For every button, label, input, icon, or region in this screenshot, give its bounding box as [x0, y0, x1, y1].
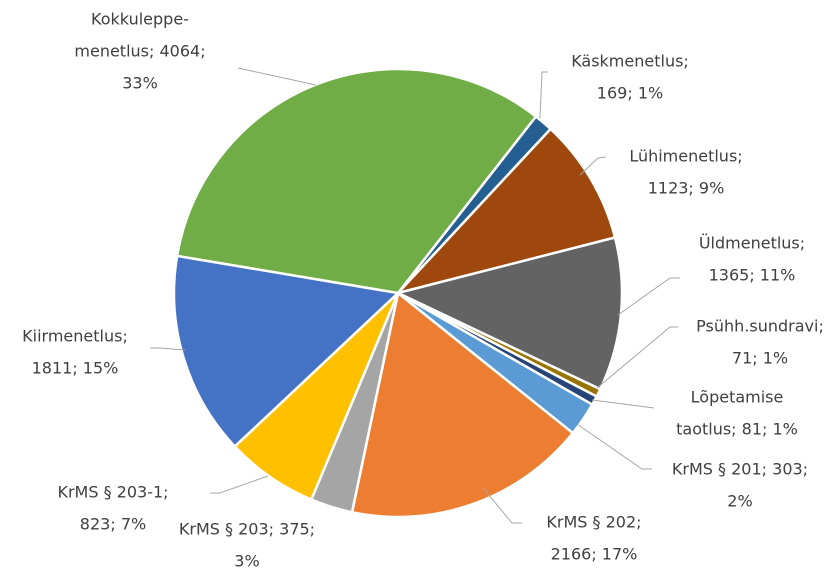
data-label: taotlus; 81; 1% [676, 420, 798, 439]
data-label: KrMS § 201; 303; [672, 460, 808, 479]
pie-slice [175, 67, 538, 295]
data-label: 169; 1% [597, 84, 663, 103]
data-label: 1365; 11% [709, 266, 796, 285]
data-label: Üldmenetlus; [699, 234, 805, 253]
data-label: menetlus; 4064; [74, 42, 205, 61]
data-label: 2166; 17% [551, 545, 638, 564]
data-label: KrMS § 202; [546, 513, 641, 532]
leader-line [482, 487, 522, 524]
data-label: Psühh.sundravi; [696, 317, 824, 336]
pie-slice [394, 235, 624, 391]
data-label: 1811; 15% [32, 359, 119, 378]
data-label: 33% [122, 74, 158, 93]
data-label: 71; 1% [732, 349, 788, 368]
leader-line [579, 156, 607, 176]
pie-slice [172, 254, 401, 449]
data-label: KrMS § 203; 375; [179, 520, 315, 539]
leader-line [617, 277, 680, 316]
data-label: Käskmenetlus; [571, 52, 689, 71]
leader-line [591, 399, 655, 409]
data-label: Kokkuleppe- [91, 10, 189, 29]
data-label: 1123; 9% [648, 179, 725, 198]
leader-line [210, 475, 269, 494]
leader-line [539, 71, 548, 119]
data-label: Kiirmenetlus; [22, 327, 128, 346]
data-label: KrMS § 203-1; [57, 483, 168, 502]
data-label: 2% [727, 492, 752, 511]
data-label: Lühimenetlus; [629, 147, 742, 166]
pie-slice [350, 290, 575, 519]
data-label: 3% [234, 552, 259, 571]
pie-slice [394, 127, 617, 296]
leader-line [237, 67, 317, 86]
leader-line [150, 347, 186, 351]
data-label: Lõpetamise [691, 388, 784, 407]
data-label: 823; 7% [80, 515, 146, 534]
leader-line [576, 423, 652, 470]
leader-line [596, 326, 678, 389]
